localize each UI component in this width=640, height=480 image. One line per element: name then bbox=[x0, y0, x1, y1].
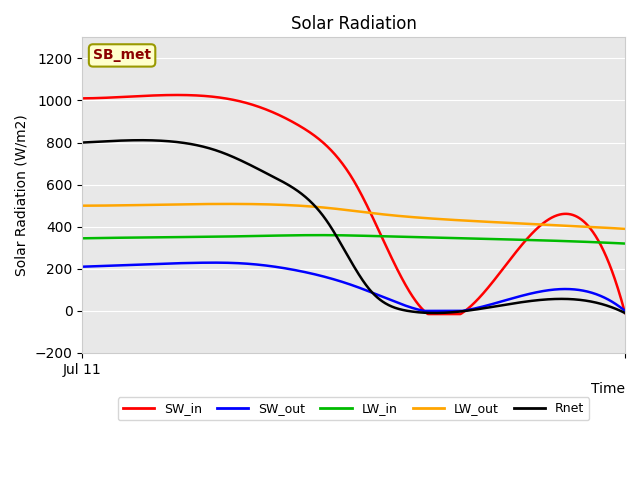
Text: SB_met: SB_met bbox=[93, 48, 151, 62]
Title: Solar Radiation: Solar Radiation bbox=[291, 15, 417, 33]
Legend: SW_in, SW_out, LW_in, LW_out, Rnet: SW_in, SW_out, LW_in, LW_out, Rnet bbox=[118, 397, 589, 420]
X-axis label: Time: Time bbox=[591, 382, 625, 396]
Y-axis label: Solar Radiation (W/m2): Solar Radiation (W/m2) bbox=[15, 114, 29, 276]
